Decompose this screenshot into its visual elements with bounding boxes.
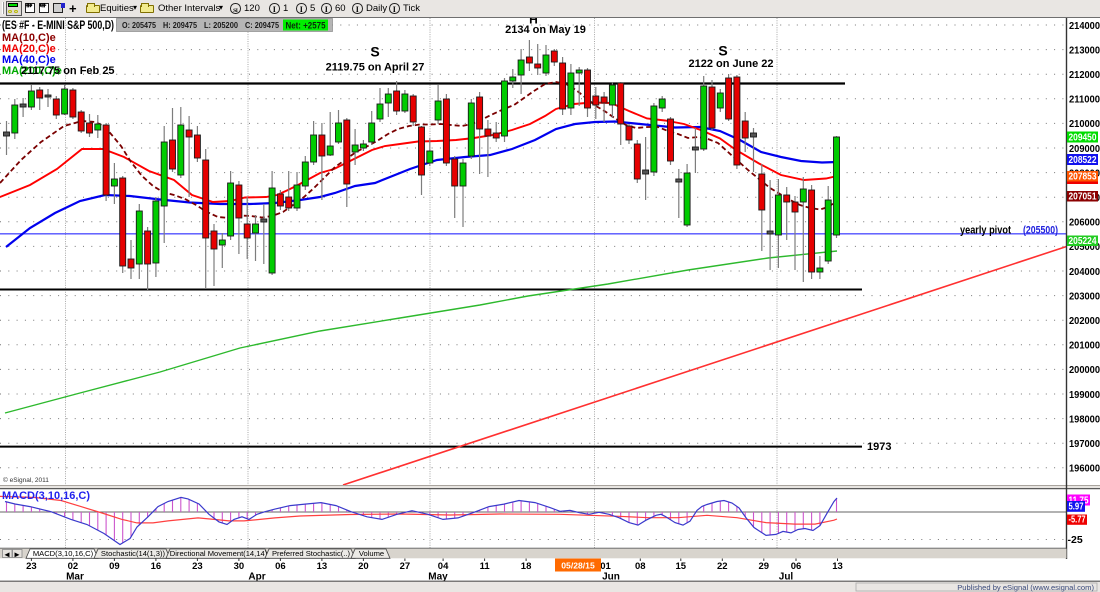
- svg-text:Jul: Jul: [779, 572, 794, 583]
- svg-text:213000: 213000: [1069, 44, 1100, 56]
- svg-text:Apr: Apr: [248, 572, 265, 583]
- svg-text:16: 16: [151, 561, 162, 572]
- svg-text:MACD(3,10,16,C): MACD(3,10,16,C): [33, 549, 94, 558]
- svg-text:Volume: Volume: [359, 549, 384, 558]
- svg-text:18: 18: [521, 561, 532, 572]
- svg-text:09: 09: [109, 561, 120, 572]
- svg-text:-25: -25: [1068, 534, 1083, 546]
- svg-text:20: 20: [358, 561, 369, 572]
- svg-text:197000: 197000: [1069, 438, 1100, 450]
- svg-text:C: 209475: C: 209475: [245, 20, 279, 30]
- svg-text:206000: 206000: [1069, 217, 1100, 229]
- svg-text:Mar: Mar: [66, 572, 84, 583]
- svg-text:yearly pivot: yearly pivot: [960, 225, 1011, 237]
- svg-text:Directional Movement(14,14): Directional Movement(14,14): [170, 549, 268, 558]
- svg-text:S: S: [370, 44, 379, 60]
- svg-text:-5.77: -5.77: [1069, 515, 1086, 526]
- svg-text:05/28/15: 05/28/15: [561, 561, 595, 571]
- svg-text:2119.75 on April 27: 2119.75 on April 27: [326, 62, 425, 74]
- svg-text:198000: 198000: [1069, 413, 1100, 425]
- svg-text:H: H: [529, 18, 538, 27]
- svg-text:5.97: 5.97: [1069, 502, 1084, 513]
- svg-text:May: May: [428, 572, 448, 583]
- svg-text:27: 27: [400, 561, 411, 572]
- svg-text:Net: +2575: Net: +2575: [286, 20, 326, 30]
- svg-text:▶: ▶: [15, 551, 21, 558]
- svg-text:MA(10,C)e: MA(10,C)e: [2, 32, 56, 44]
- svg-text:H: 209475: H: 209475: [163, 20, 197, 30]
- svg-text:2117.75 on Feb 25: 2117.75 on Feb 25: [21, 65, 115, 77]
- svg-text:196000: 196000: [1069, 463, 1100, 475]
- svg-text:Jun: Jun: [602, 572, 620, 583]
- svg-text:209450: 209450: [1069, 132, 1097, 143]
- svg-text:209000: 209000: [1069, 143, 1100, 155]
- svg-text:203000: 203000: [1069, 290, 1100, 302]
- svg-text:212000: 212000: [1069, 69, 1100, 81]
- svg-text:30: 30: [234, 561, 245, 572]
- svg-text:23: 23: [192, 561, 203, 572]
- svg-text:Published by eSignal (www.esig: Published by eSignal (www.esignal.com): [957, 583, 1094, 592]
- svg-text:211000: 211000: [1069, 94, 1100, 106]
- svg-text:22: 22: [717, 561, 728, 572]
- svg-text:15: 15: [676, 561, 687, 572]
- svg-text:202000: 202000: [1069, 315, 1100, 327]
- svg-text:MACD(3,10,16,C): MACD(3,10,16,C): [2, 490, 90, 502]
- svg-text:S: S: [718, 43, 727, 59]
- svg-text:(205500): (205500): [1023, 225, 1058, 237]
- svg-text:Preferred Stochastic(..): Preferred Stochastic(..): [272, 549, 351, 558]
- svg-text:1973: 1973: [867, 441, 891, 453]
- svg-text:23: 23: [26, 561, 37, 572]
- svg-text:MA(40,C)e: MA(40,C)e: [2, 54, 56, 66]
- svg-text:29: 29: [759, 561, 770, 572]
- svg-text:06: 06: [275, 561, 286, 572]
- svg-text:200000: 200000: [1069, 364, 1100, 376]
- svg-text:2122 on June 22: 2122 on June 22: [689, 58, 774, 70]
- svg-text:◀: ◀: [5, 551, 11, 558]
- svg-text:02: 02: [68, 561, 79, 572]
- svg-text:11: 11: [480, 561, 491, 572]
- svg-text:08: 08: [635, 561, 646, 572]
- svg-text:11.75: 11.75: [1069, 495, 1089, 506]
- svg-text:2134 on May 19: 2134 on May 19: [505, 24, 586, 36]
- svg-text:214000: 214000: [1069, 20, 1100, 32]
- svg-text:04: 04: [438, 561, 449, 572]
- svg-text:207853: 207853: [1069, 171, 1097, 182]
- svg-text:208522: 208522: [1069, 155, 1097, 166]
- svg-text:06: 06: [791, 561, 802, 572]
- svg-text:205224: 205224: [1069, 236, 1097, 247]
- svg-text:01: 01: [600, 561, 611, 572]
- svg-text:207051: 207051: [1069, 191, 1097, 202]
- svg-text:201000: 201000: [1069, 340, 1100, 352]
- svg-text:204000: 204000: [1069, 266, 1100, 278]
- svg-text:MA(200,C)e: MA(200,C)e: [2, 65, 62, 77]
- svg-text:13: 13: [317, 561, 328, 572]
- svg-text:199000: 199000: [1069, 389, 1100, 401]
- svg-text:13: 13: [832, 561, 843, 572]
- svg-text:© eSignal, 2011: © eSignal, 2011: [3, 476, 49, 484]
- svg-text:L: 205200: L: 205200: [204, 20, 238, 30]
- svg-text:(ES #F - E-MINI S&P 500,D): (ES #F - E-MINI S&P 500,D): [2, 20, 114, 32]
- svg-text:MA(20,C)e: MA(20,C)e: [2, 43, 56, 55]
- svg-text:Stochastic(14(1,3)): Stochastic(14(1,3)): [101, 549, 166, 558]
- svg-text:O: 205475: O: 205475: [122, 20, 156, 30]
- svg-text:210000: 210000: [1069, 118, 1100, 130]
